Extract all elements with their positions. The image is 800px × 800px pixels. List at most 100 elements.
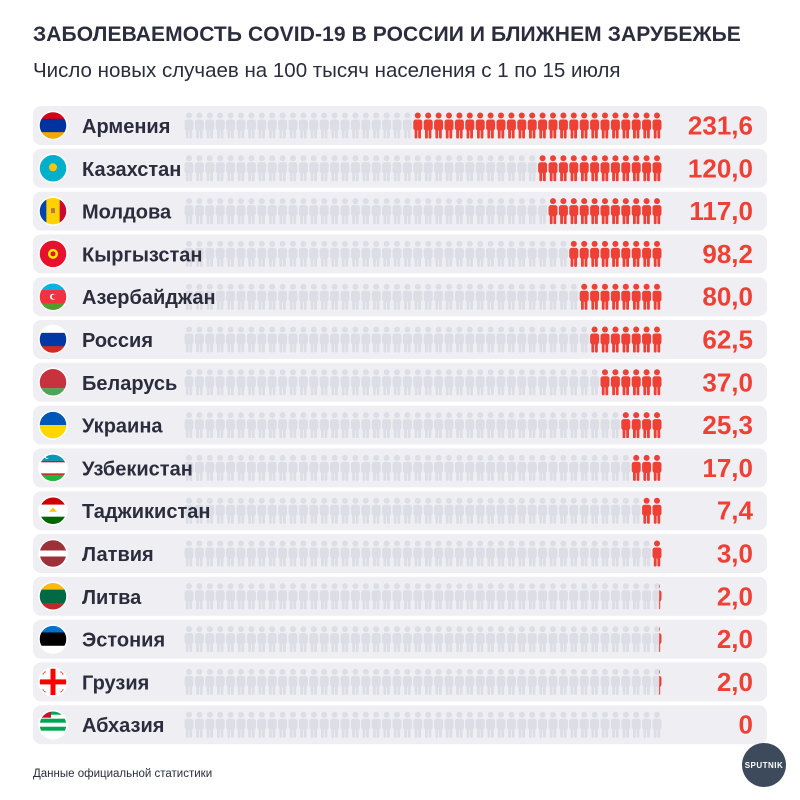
case-person-icon (652, 540, 662, 567)
ghost-person-icon (309, 112, 319, 139)
ghost-person-icon (194, 412, 204, 439)
ghost-person-icon (350, 369, 360, 396)
ghost-person-icon (350, 155, 360, 182)
ghost-person-icon (350, 326, 360, 353)
azerbaijan-flag-icon (38, 281, 68, 312)
ghost-person-icon (330, 583, 340, 610)
ghost-person-icon (475, 583, 485, 610)
ghost-person-icon (278, 283, 288, 310)
case-person-icon (590, 112, 600, 139)
ghost-person-icon (475, 454, 485, 481)
ghost-person-icon (413, 583, 423, 610)
ghost-person-icon (610, 626, 620, 653)
ghost-person-icon (548, 454, 558, 481)
value-label: 120,0 (688, 153, 753, 183)
ghost-person-icon (413, 412, 423, 439)
ghost-person-icon (215, 369, 225, 396)
case-person-icon (569, 112, 579, 139)
ghost-person-icon (517, 626, 527, 653)
ghost-person-icon (527, 668, 537, 695)
ghost-person-icon (361, 412, 371, 439)
case-person-icon (642, 326, 652, 353)
background-icons (184, 668, 662, 695)
ghost-person-icon (246, 711, 256, 738)
ghost-person-icon (194, 112, 204, 139)
ghost-person-icon (288, 711, 298, 738)
ghost-person-icon (579, 369, 589, 396)
ghost-person-icon (257, 283, 267, 310)
case-person-icon (642, 454, 652, 481)
ghost-person-icon (423, 540, 433, 567)
ghost-person-icon (558, 711, 568, 738)
ghost-person-icon (538, 198, 548, 225)
value-label: 7,4 (717, 496, 754, 526)
ghost-person-icon (465, 240, 475, 267)
ghost-person-icon (184, 668, 194, 695)
ghost-person-icon (454, 626, 464, 653)
ghost-person-icon (496, 240, 506, 267)
ghost-person-icon (392, 369, 402, 396)
ghost-person-icon (246, 112, 256, 139)
case-person-icon (600, 198, 610, 225)
case-person-icon (610, 369, 620, 396)
moldova-flag-icon (38, 196, 68, 226)
ghost-person-icon (382, 626, 392, 653)
ghost-person-icon (621, 668, 631, 695)
ghost-person-icon (402, 369, 412, 396)
ghost-person-icon (194, 155, 204, 182)
ghost-person-icon (402, 497, 412, 524)
ghost-person-icon (288, 497, 298, 524)
case-person-icon (579, 283, 589, 310)
ghost-person-icon (465, 454, 475, 481)
ghost-person-icon (236, 112, 246, 139)
ghost-person-icon (309, 240, 319, 267)
ghost-person-icon (631, 626, 641, 653)
ghost-person-icon (330, 112, 340, 139)
case-person-icon (652, 497, 662, 524)
ghost-person-icon (298, 540, 308, 567)
case-person-icon (621, 412, 631, 439)
ghost-person-icon (423, 326, 433, 353)
value-label: 25,3 (702, 410, 753, 440)
ghost-person-icon (475, 283, 485, 310)
ghost-person-icon (267, 369, 277, 396)
ghost-person-icon (402, 454, 412, 481)
case-person-icon (631, 454, 641, 481)
ghost-person-icon (361, 283, 371, 310)
ghost-person-icon (309, 412, 319, 439)
country-label: Абхазия (82, 715, 164, 737)
case-person-icon (517, 112, 527, 139)
ghost-person-icon (330, 497, 340, 524)
case-person-icon (631, 112, 641, 139)
case-person-icon (548, 112, 558, 139)
ghost-person-icon (194, 369, 204, 396)
ghost-person-icon (444, 668, 454, 695)
ghost-person-icon (371, 583, 381, 610)
ghost-person-icon (392, 497, 402, 524)
ghost-person-icon (288, 412, 298, 439)
ghost-person-icon (257, 198, 267, 225)
ghost-person-icon (319, 668, 329, 695)
chart-row: Беларусь 37,0 (33, 362, 767, 402)
value-label: 2,0 (717, 667, 753, 697)
ghost-person-icon (309, 155, 319, 182)
tajikistan-flag-icon (38, 495, 68, 526)
ghost-person-icon (402, 155, 412, 182)
ghost-person-icon (184, 326, 194, 353)
ghost-person-icon (194, 626, 204, 653)
ghost-person-icon (309, 668, 319, 695)
case-person-icon (652, 326, 662, 353)
ghost-person-icon (236, 198, 246, 225)
case-person-icon (538, 155, 548, 182)
case-person-icon (610, 112, 620, 139)
case-person-icon (642, 198, 652, 225)
ghost-person-icon (278, 626, 288, 653)
ghost-person-icon (371, 540, 381, 567)
ghost-person-icon (215, 668, 225, 695)
ghost-person-icon (267, 412, 277, 439)
ghost-person-icon (527, 240, 537, 267)
case-person-icon (631, 369, 641, 396)
ghost-person-icon (382, 454, 392, 481)
ghost-person-icon (330, 198, 340, 225)
ghost-person-icon (309, 454, 319, 481)
